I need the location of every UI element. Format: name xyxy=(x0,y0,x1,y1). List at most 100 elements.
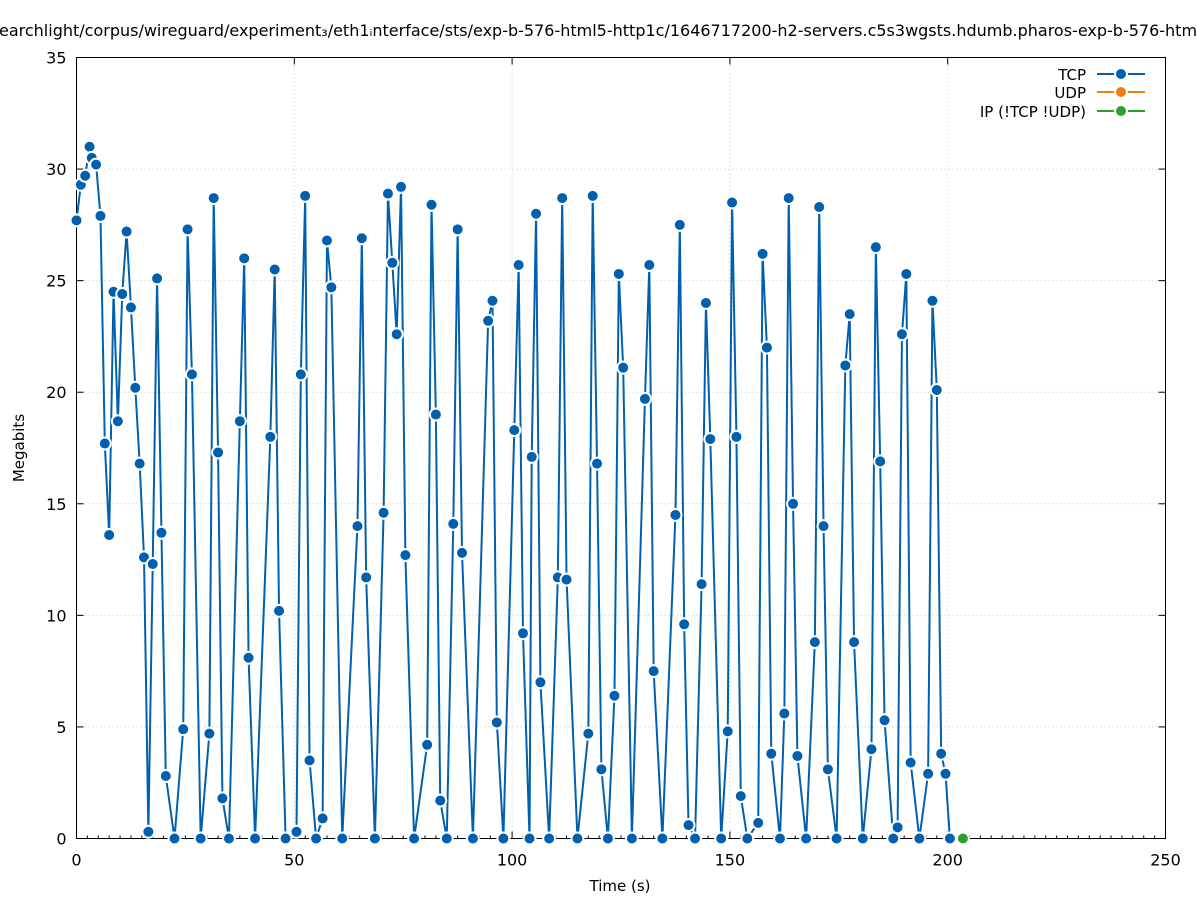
data-point xyxy=(69,213,84,228)
data-point xyxy=(272,603,287,618)
data-point xyxy=(102,528,117,543)
data-point xyxy=(202,726,217,741)
x-tick-label: 50 xyxy=(284,851,304,870)
data-point xyxy=(616,360,631,375)
y-axis-title: Megabits xyxy=(10,414,28,482)
data-point xyxy=(864,742,879,757)
legend-entry-ip: IP (!TCP !UDP) xyxy=(980,103,1145,121)
data-point xyxy=(439,831,454,846)
legend-entry-udp: UDP xyxy=(1054,84,1145,102)
data-point xyxy=(481,313,496,328)
legend: TCP UDP IP (!TCP !UDP) xyxy=(980,66,1145,121)
data-point xyxy=(921,766,936,781)
data-point xyxy=(215,791,230,806)
data-point xyxy=(585,188,600,203)
data-point xyxy=(759,340,774,355)
data-point xyxy=(611,266,626,281)
x-tick-label: 150 xyxy=(715,851,746,870)
data-point xyxy=(755,246,770,261)
data-point xyxy=(515,626,530,641)
data-point xyxy=(955,831,970,846)
data-point xyxy=(465,831,480,846)
data-point xyxy=(912,831,927,846)
legend-marker-udp xyxy=(1114,85,1128,99)
data-point xyxy=(555,191,570,206)
data-point xyxy=(698,295,713,310)
data-point xyxy=(533,675,548,690)
data-point xyxy=(524,449,539,464)
data-point xyxy=(319,233,334,248)
data-point xyxy=(786,496,801,511)
axis-tick-labels: 0 50 100 150 200 250 0 5 10 15 20 25 30 35 xyxy=(46,49,1181,870)
data-point xyxy=(781,191,796,206)
data-point xyxy=(868,240,883,255)
data-point xyxy=(398,548,413,563)
data-point xyxy=(237,251,252,266)
data-point xyxy=(450,222,465,237)
data-point xyxy=(729,429,744,444)
data-point xyxy=(132,456,147,471)
data-point xyxy=(424,197,439,212)
series-0 xyxy=(69,139,957,846)
data-point xyxy=(389,327,404,342)
data-point xyxy=(903,755,918,770)
data-point xyxy=(522,831,537,846)
data-point xyxy=(688,831,703,846)
x-tick-label: 250 xyxy=(1150,851,1181,870)
data-point xyxy=(929,382,944,397)
data-point xyxy=(193,831,208,846)
data-point xyxy=(694,577,709,592)
data-point xyxy=(529,206,544,221)
data-point xyxy=(938,766,953,781)
legend-label-udp: UDP xyxy=(1054,84,1086,102)
data-point xyxy=(385,255,400,270)
data-point xyxy=(359,570,374,585)
y-tick-label: 30 xyxy=(46,160,66,179)
data-point xyxy=(855,831,870,846)
data-point xyxy=(942,831,957,846)
data-point xyxy=(838,358,853,373)
data-point xyxy=(289,824,304,839)
data-point xyxy=(790,748,805,763)
data-point xyxy=(433,793,448,808)
data-point xyxy=(714,831,729,846)
data-point xyxy=(820,762,835,777)
data-point xyxy=(637,391,652,406)
data-point xyxy=(542,831,557,846)
data-point xyxy=(394,179,409,194)
data-point xyxy=(167,831,182,846)
data-point xyxy=(485,293,500,308)
data-point xyxy=(570,831,585,846)
series-layer xyxy=(69,139,970,846)
data-point xyxy=(507,423,522,438)
data-point xyxy=(309,831,324,846)
data-point xyxy=(873,454,888,469)
data-point xyxy=(668,507,683,522)
data-point xyxy=(93,208,108,223)
data-point xyxy=(672,217,687,232)
data-point xyxy=(751,815,766,830)
data-point xyxy=(847,635,862,650)
data-point xyxy=(263,429,278,444)
axis-ticks xyxy=(76,57,1166,839)
data-point xyxy=(496,831,511,846)
data-point xyxy=(681,818,696,833)
y-tick-label: 35 xyxy=(46,49,66,68)
data-point xyxy=(655,831,670,846)
data-point xyxy=(777,706,792,721)
legend-marker-ip xyxy=(1114,104,1128,118)
data-point xyxy=(128,380,143,395)
data-point xyxy=(123,300,138,315)
data-point xyxy=(184,367,199,382)
data-point xyxy=(407,831,422,846)
data-point xyxy=(829,831,844,846)
data-point xyxy=(594,762,609,777)
data-point xyxy=(302,753,317,768)
data-point xyxy=(176,722,191,737)
data-point xyxy=(428,407,443,422)
data-point xyxy=(590,456,605,471)
data-point xyxy=(489,715,504,730)
y-tick-label: 0 xyxy=(56,830,66,849)
data-point xyxy=(559,572,574,587)
legend-label-tcp: TCP xyxy=(1057,66,1086,84)
